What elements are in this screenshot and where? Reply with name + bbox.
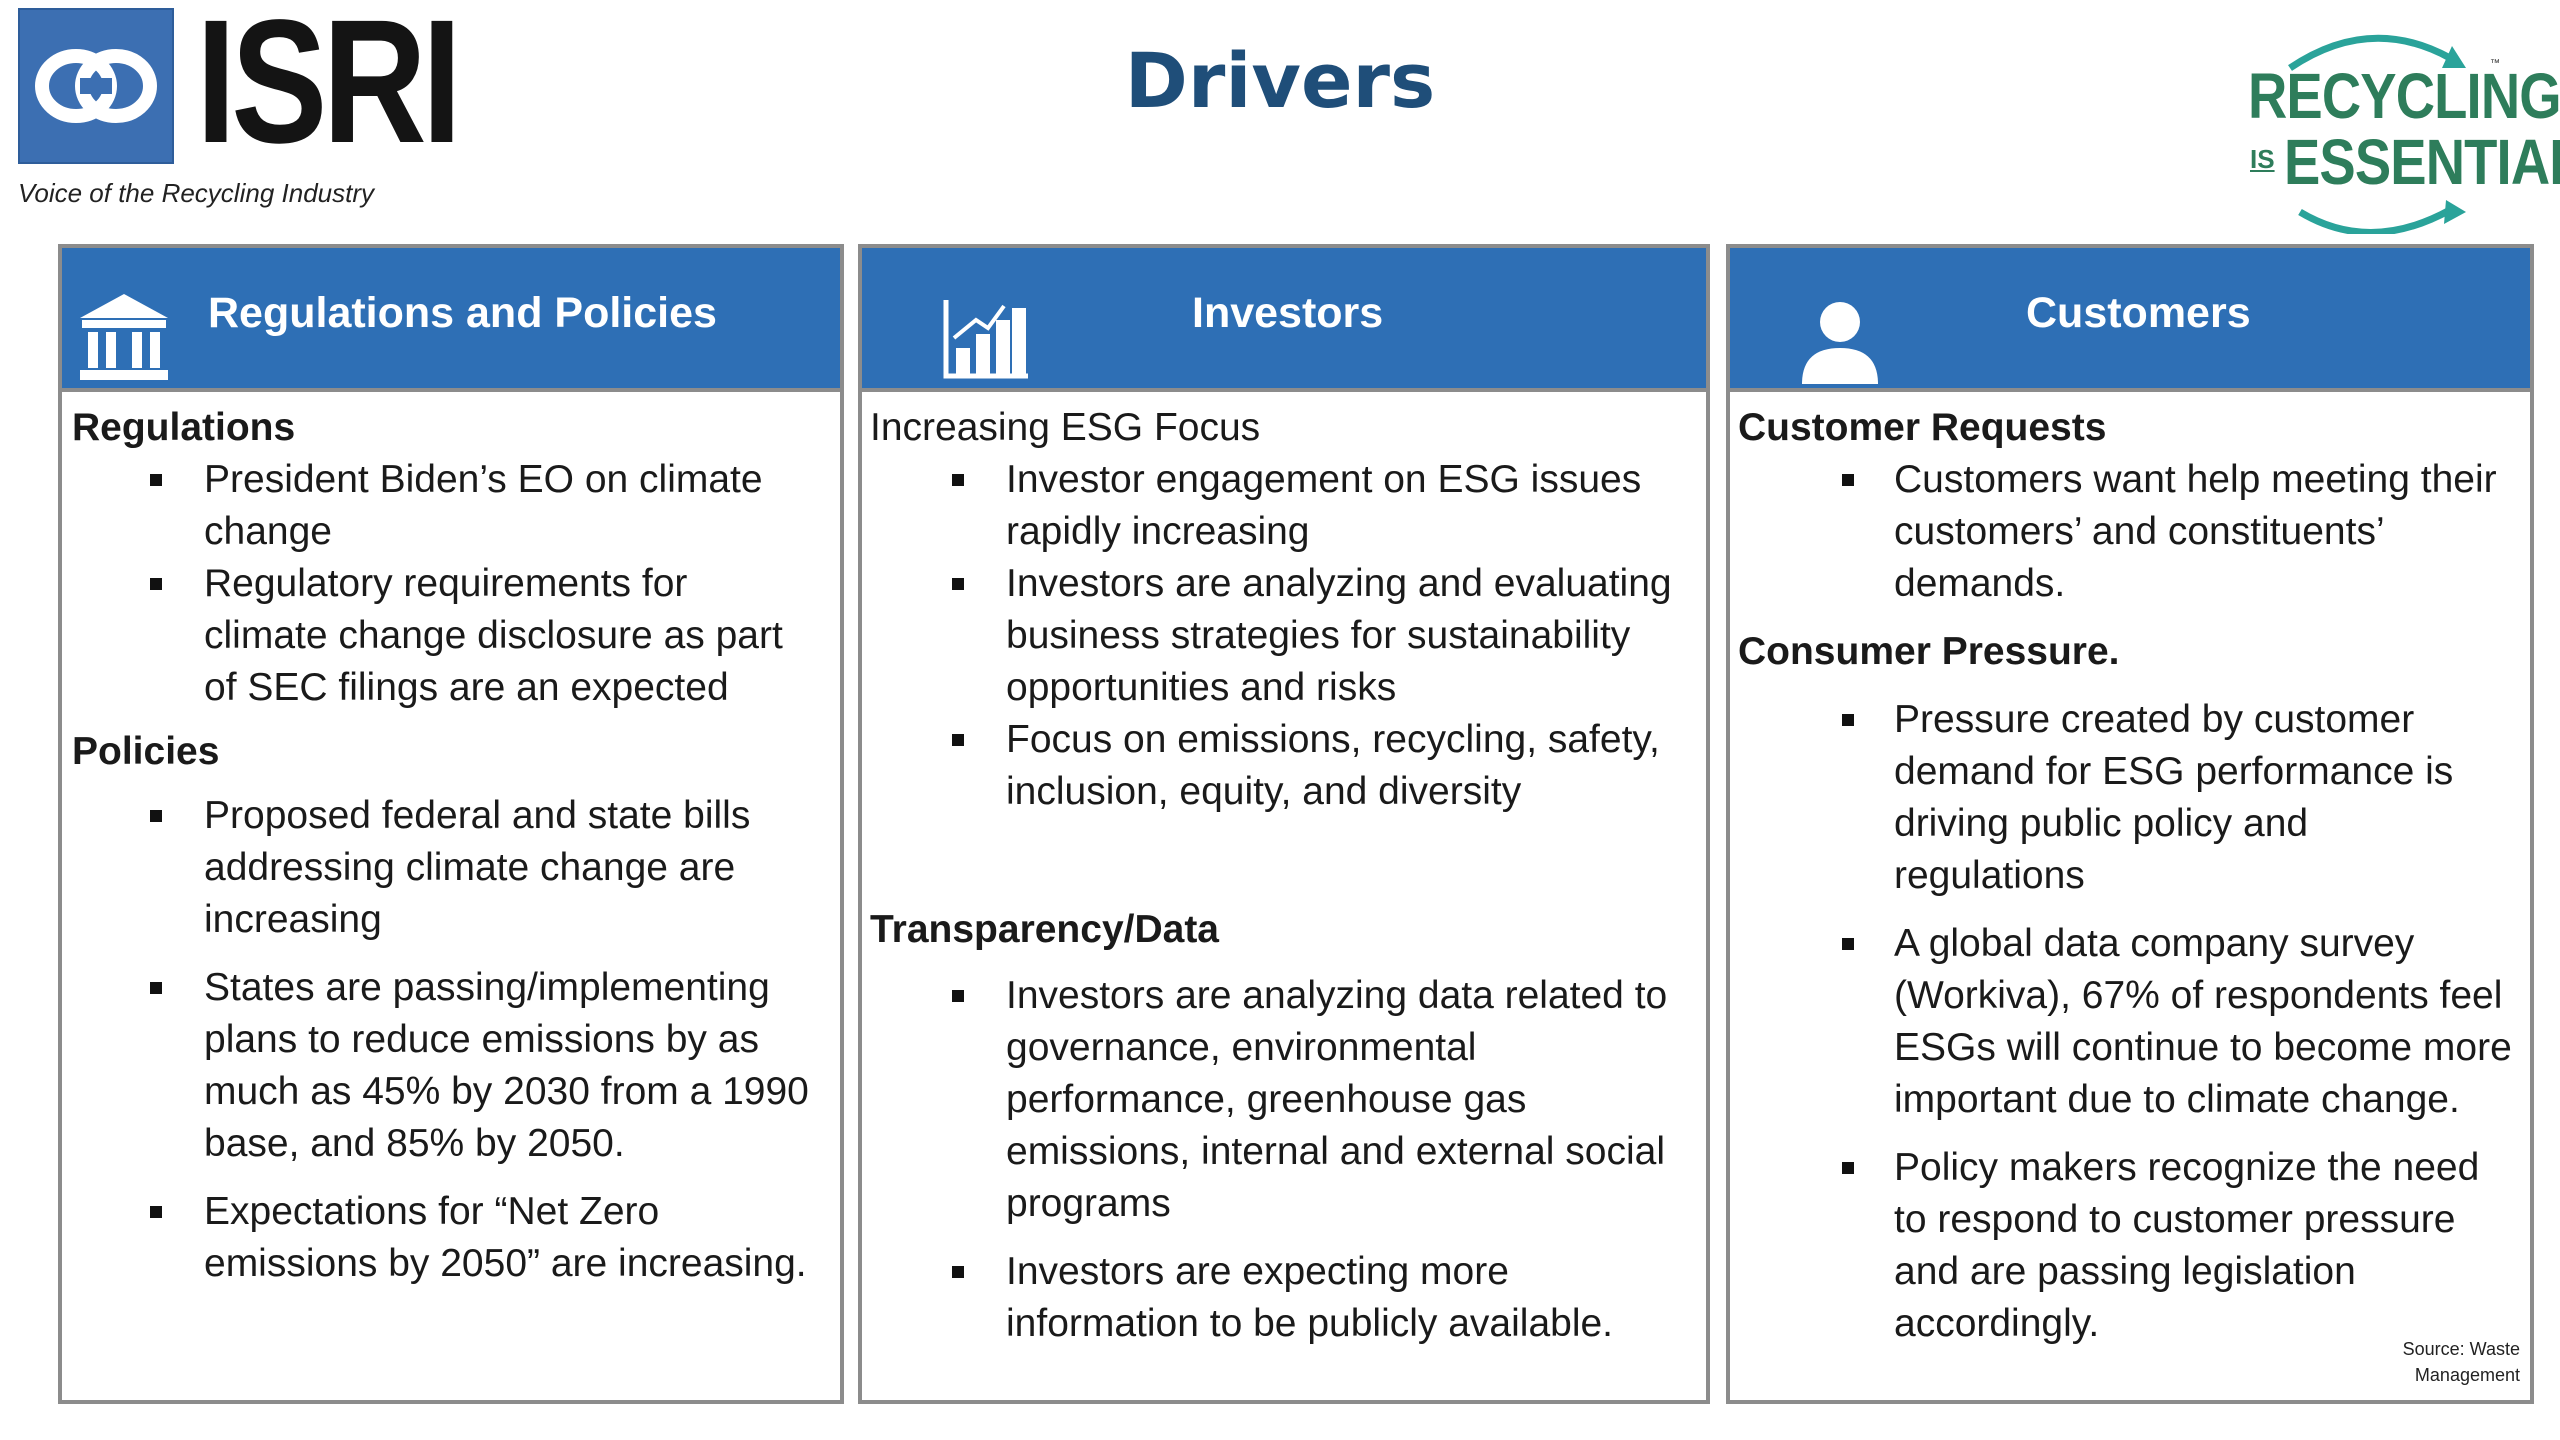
section-heading: Policies bbox=[72, 730, 220, 773]
section-heading: Customer Requests bbox=[1738, 406, 2107, 449]
recycling-arrows-icon bbox=[2288, 34, 2466, 234]
recycling-word: RECYCLING bbox=[2248, 60, 2560, 132]
isri-tagline: Voice of the Recycling Industry bbox=[18, 178, 374, 208]
source-note: Source: Waste Management bbox=[2403, 1336, 2520, 1388]
panel-investors: Investors Increasing ESG Focus Investor … bbox=[858, 244, 1710, 1404]
bullet-list: Proposed federal and state bills address… bbox=[62, 790, 840, 1290]
list-item: States are passing/implementing plans to… bbox=[62, 962, 824, 1170]
list-item: Investors are expecting more information… bbox=[862, 1246, 1656, 1350]
panel-regulations: Regulations and Policies Regulations Pre… bbox=[58, 244, 844, 1404]
government-building-icon bbox=[80, 294, 168, 380]
list-item: Customers want help meeting their custom… bbox=[1730, 454, 2514, 610]
panel-body: Customer Requests Customers want help me… bbox=[1730, 392, 2530, 1350]
section-heading: Consumer Pressure. bbox=[1738, 630, 2120, 673]
list-item: Regulatory requirements for climate chan… bbox=[62, 558, 804, 714]
list-item: Investors are analyzing data related to … bbox=[862, 970, 1696, 1230]
bar-chart-growth-icon bbox=[943, 300, 1028, 379]
section-heading: Regulations bbox=[72, 406, 296, 449]
list-item: Expectations for “Net Zero emissions by … bbox=[62, 1186, 824, 1290]
is-word: IS bbox=[2250, 144, 2275, 174]
section-heading: Transparency/Data bbox=[870, 908, 1220, 951]
recycling-is-essential-logo: RECYCLING IS ESSENTIAL ™ bbox=[2230, 24, 2560, 234]
section-heading: Increasing ESG Focus bbox=[870, 406, 1261, 449]
source-line: Management bbox=[2414, 1365, 2520, 1385]
panel-title: Regulations and Policies bbox=[208, 289, 717, 337]
bullet-list: Investor engagement on ESG issues rapidl… bbox=[862, 454, 1706, 818]
list-item: Policy makers recognize the need to resp… bbox=[1730, 1142, 2494, 1350]
page-title: Drivers bbox=[1124, 36, 1436, 125]
list-item: Investors are analyzing and evaluating b… bbox=[862, 558, 1696, 714]
panel-header: Investors bbox=[862, 248, 1706, 392]
list-item: Focus on emissions, recycling, safety, i… bbox=[862, 714, 1696, 818]
source-line: Source: Waste bbox=[2402, 1339, 2520, 1359]
person-icon bbox=[1802, 302, 1878, 384]
panel-title: Customers bbox=[2026, 289, 2251, 337]
list-item: Proposed federal and state bills address… bbox=[62, 790, 764, 946]
list-item: A global data company survey (Workiva), … bbox=[1730, 918, 2524, 1126]
panel-body: Regulations President Biden’s EO on clim… bbox=[62, 392, 840, 1290]
list-item: Pressure created by customer demand for … bbox=[1730, 694, 2484, 902]
isri-emblem-icon bbox=[18, 8, 174, 164]
list-item: President Biden’s EO on climate change bbox=[62, 454, 784, 558]
isri-wordmark: ISRI bbox=[196, 0, 462, 180]
panel-header: Customers bbox=[1730, 248, 2530, 392]
trademark-mark: ™ bbox=[2490, 58, 2500, 69]
bullet-list: Pressure created by customer demand for … bbox=[1730, 694, 2530, 1350]
bullet-list: Investors are analyzing data related to … bbox=[862, 970, 1706, 1350]
list-item: Investor engagement on ESG issues rapidl… bbox=[862, 454, 1696, 558]
bullet-list: President Biden’s EO on climate change R… bbox=[62, 454, 840, 714]
bullet-list: Customers want help meeting their custom… bbox=[1730, 454, 2530, 610]
essential-word: ESSENTIAL bbox=[2284, 126, 2560, 198]
isri-logo: ISRI Voice of the Recycling Industry bbox=[18, 0, 462, 208]
panel-body: Increasing ESG Focus Investor engagement… bbox=[862, 392, 1706, 1350]
panel-title: Investors bbox=[1192, 289, 1384, 337]
panel-header: Regulations and Policies bbox=[62, 248, 840, 392]
panel-customers: Customers Customer Requests Customers wa… bbox=[1726, 244, 2534, 1404]
